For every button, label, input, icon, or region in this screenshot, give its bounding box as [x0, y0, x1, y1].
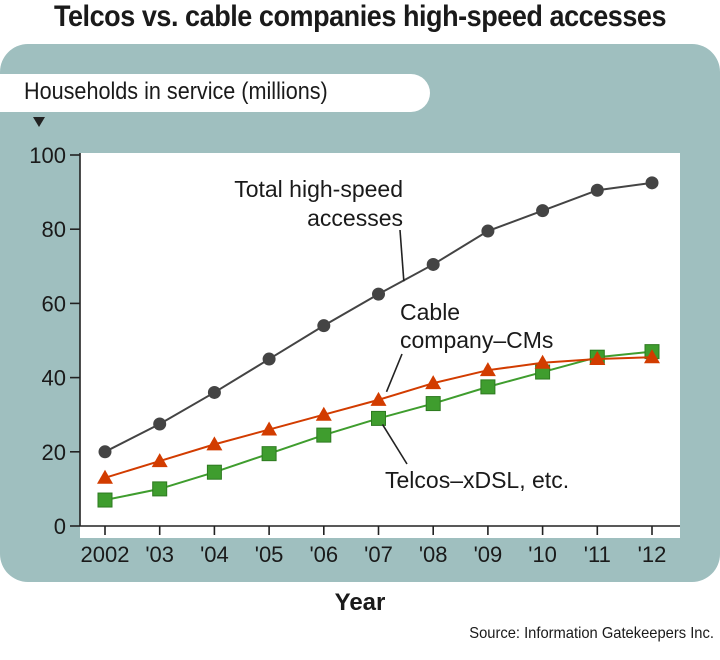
x-tick-label: '09: [474, 542, 503, 567]
y-tick-label: 80: [42, 217, 66, 242]
data-point-circle: [207, 385, 221, 399]
x-tick-label: '07: [364, 542, 393, 567]
data-point-square: [261, 446, 277, 462]
x-tick-label: '10: [528, 542, 557, 567]
x-tick-label: '11: [584, 542, 611, 567]
y-tick-label: 40: [42, 366, 66, 391]
y-tick-label: 60: [42, 291, 66, 316]
axes: 0 20 40 60 80 100 2002 '03 '04 '05 '06 '07 '08 '09 '10…: [29, 117, 680, 567]
y-axis-arrow-icon: [33, 117, 45, 127]
data-point-triangle: [589, 351, 606, 366]
data-point-triangle: [370, 391, 387, 406]
chart-title: Telcos vs. cable companies high-speed ac…: [53, 0, 667, 33]
data-point-triangle: [534, 354, 551, 369]
data-point-circle: [426, 257, 440, 271]
source-note: Source: Information Gatekeepers Inc.: [469, 625, 714, 642]
data-point-triangle: [151, 453, 168, 468]
data-point-circle: [98, 445, 112, 459]
data-point-circle: [153, 417, 167, 431]
data-point-square: [152, 481, 168, 497]
x-tick-label: 2002: [81, 542, 130, 567]
data-point-square: [480, 379, 496, 395]
data-point-square: [97, 492, 113, 508]
data-point-square: [371, 410, 386, 426]
data-point-square: [425, 396, 441, 412]
series-label-0: accesses: [307, 205, 403, 231]
x-tick-label: '08: [419, 542, 448, 567]
data-point-circle: [262, 352, 276, 366]
x-axis-title: Year: [334, 589, 386, 616]
data-point-triangle: [206, 436, 223, 451]
data-point-square: [206, 464, 222, 480]
x-tick-label: '06: [309, 542, 338, 567]
data-point-circle: [536, 204, 550, 218]
plot-area: [80, 153, 680, 538]
data-point-square: [316, 427, 332, 443]
x-tick-label: '05: [255, 542, 284, 567]
data-point-triangle: [425, 375, 442, 390]
series-label-2: Telcos–xDSL, etc.: [385, 467, 569, 493]
y-axis-label-tab: [0, 74, 430, 112]
data-point-circle: [372, 287, 385, 301]
series-label-0: Total high-speed: [234, 176, 403, 202]
series-label-1: Cable: [400, 299, 460, 325]
data-point-triangle: [315, 406, 332, 421]
data-point-circle: [481, 224, 495, 238]
y-axis-label: Households in service (millions): [24, 78, 328, 105]
y-tick-label: 20: [42, 440, 66, 465]
y-tick-label: 0: [54, 514, 66, 539]
leader-line-2: [381, 423, 408, 465]
leader-line-0: [399, 229, 405, 282]
series-label-1: company–CMs: [400, 327, 553, 353]
data-point-triangle: [97, 469, 113, 484]
data-point-circle: [645, 176, 659, 190]
data-point-triangle: [261, 421, 278, 436]
data-point-circle: [590, 183, 604, 197]
data-point-triangle: [479, 362, 496, 377]
x-tick-label: '04: [200, 542, 229, 567]
series-layer: [97, 176, 660, 508]
series-labels: Total high-speed accesses Cablecompany–CMs…: [234, 176, 569, 493]
leader-line-1: [385, 353, 403, 393]
y-tick-label: 100: [29, 143, 66, 168]
data-point-triangle: [644, 349, 660, 364]
data-point-circle: [317, 319, 331, 333]
x-tick-label: '12: [638, 542, 667, 567]
x-tick-label: '03: [145, 542, 174, 567]
